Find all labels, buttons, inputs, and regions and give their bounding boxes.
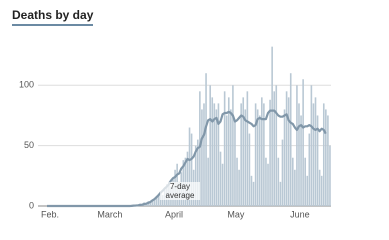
- bar: [283, 109, 286, 206]
- x-tick-label: May: [227, 209, 245, 219]
- bar: [190, 133, 193, 206]
- x-tick-label: June: [290, 209, 310, 219]
- bar: [211, 97, 214, 206]
- y-tick-label: 100: [19, 80, 34, 90]
- average-line: [47, 109, 327, 208]
- bar: [205, 73, 207, 206]
- bar: [240, 103, 242, 206]
- bar: [304, 157, 306, 206]
- bar: [201, 109, 203, 206]
- bar: [207, 157, 209, 206]
- bar: [242, 97, 245, 206]
- bar: [161, 195, 164, 206]
- bar: [279, 181, 282, 206]
- bar: [320, 175, 323, 206]
- bar: [285, 91, 288, 206]
- bar: [184, 157, 187, 206]
- bar: [318, 169, 321, 206]
- bar: [258, 115, 261, 206]
- bar: [186, 151, 189, 206]
- bar: [263, 103, 265, 206]
- bar: [196, 139, 199, 206]
- bar: [273, 91, 276, 206]
- bar: [298, 103, 300, 206]
- bar: [327, 115, 329, 206]
- bar: [223, 91, 226, 206]
- bar: [325, 109, 327, 206]
- bar: [287, 97, 290, 206]
- bar: [151, 199, 154, 206]
- bar: [234, 121, 236, 206]
- bar: [230, 109, 232, 206]
- bar: [310, 85, 313, 206]
- x-tick-label: Feb.: [41, 209, 59, 219]
- y-tick-label: 50: [24, 140, 34, 150]
- bar: [188, 127, 191, 206]
- bar: [244, 109, 247, 206]
- bar: [314, 97, 317, 206]
- bar: [300, 115, 302, 206]
- bar: [254, 103, 257, 206]
- bar: [316, 115, 319, 206]
- bar: [289, 73, 292, 206]
- bar: [322, 103, 325, 206]
- y-tick-label: 0: [29, 200, 34, 210]
- bar: [312, 103, 315, 206]
- bar: [306, 175, 309, 206]
- bar: [213, 103, 216, 206]
- bar: [217, 103, 220, 206]
- bar: [308, 133, 311, 206]
- bar: [294, 169, 296, 206]
- bar: [221, 163, 224, 206]
- bar: [329, 145, 331, 206]
- bar: [209, 85, 211, 206]
- bar: [256, 109, 259, 206]
- bar: [302, 79, 304, 206]
- bar: [252, 181, 255, 206]
- bar: [271, 46, 273, 207]
- bar: [227, 97, 230, 206]
- x-tick-label: March: [97, 209, 122, 219]
- bar: [269, 99, 271, 206]
- bar: [153, 198, 156, 206]
- bar: [275, 85, 278, 206]
- bar: [296, 85, 298, 206]
- bar: [157, 193, 160, 206]
- bar: [232, 85, 234, 206]
- bar: [149, 202, 152, 206]
- bar: [194, 145, 197, 206]
- bar: [219, 151, 222, 206]
- bar: [277, 157, 280, 206]
- chart-title: Deaths by day: [12, 8, 94, 26]
- bar: [291, 157, 294, 206]
- bar: [248, 133, 251, 206]
- bar: [267, 163, 269, 206]
- bar: [246, 91, 249, 206]
- bar: [225, 115, 228, 206]
- bar: [281, 139, 284, 206]
- bar: [265, 157, 267, 206]
- bar: [236, 157, 238, 206]
- annotation: 7-day average: [160, 182, 200, 200]
- bar: [261, 97, 263, 206]
- bar: [250, 175, 253, 206]
- bar: [199, 91, 201, 206]
- x-tick-label: April: [165, 209, 183, 219]
- bar: [238, 169, 240, 206]
- bar: [155, 196, 158, 206]
- bar: [215, 109, 218, 206]
- bar: [203, 103, 205, 206]
